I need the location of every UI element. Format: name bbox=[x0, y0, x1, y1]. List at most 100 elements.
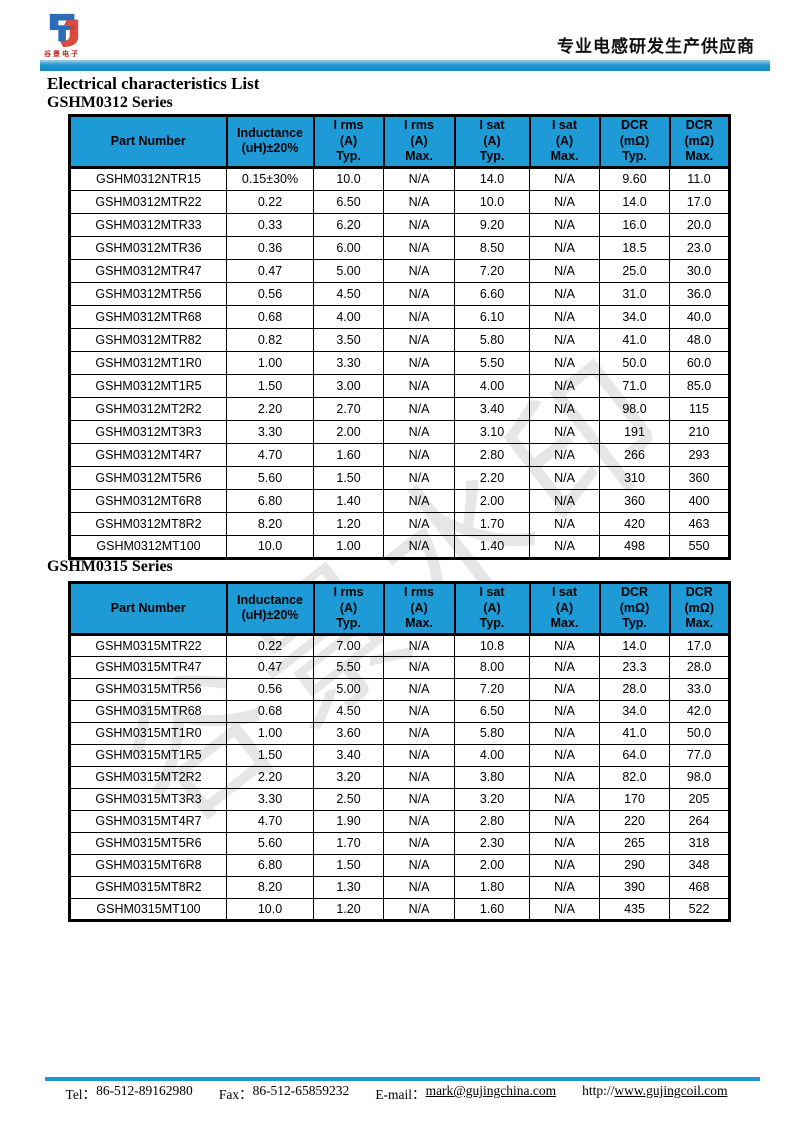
tel-number: 86-512-89162980 bbox=[96, 1083, 193, 1098]
value-cell: N/A bbox=[383, 258, 455, 283]
value-cell: 5.00 bbox=[313, 677, 384, 701]
value-cell: 60.0 bbox=[669, 350, 730, 375]
value-cell: 205 bbox=[669, 787, 730, 811]
table-row: GSHM0312MTR82 0.82 3.50 N/A 5.80 N/A 41.0 48.0 bbox=[69, 327, 730, 352]
value-cell: 3.30 bbox=[313, 350, 384, 375]
value-cell: 7.00 bbox=[313, 633, 384, 657]
value-cell: 50.0 bbox=[599, 350, 670, 375]
value-cell: N/A bbox=[383, 699, 455, 723]
value-cell: 0.56 bbox=[226, 677, 314, 701]
page-title: Electrical characteristics List bbox=[47, 74, 260, 93]
part-number-cell: GSHM0312MT4R7 bbox=[69, 442, 227, 467]
table-row: GSHM0312MTR22 0.22 6.50 N/A 10.0 N/A 14.0 17.0 bbox=[69, 189, 730, 214]
value-cell: N/A bbox=[529, 189, 600, 214]
gshm0315-table: Part Number Inductance (uH)±20% I rms (A) … bbox=[68, 581, 731, 922]
table-row: GSHM0312MT6R8 6.80 1.40 N/A 2.00 N/A 360 400 bbox=[69, 488, 730, 513]
value-cell: 6.20 bbox=[313, 212, 384, 237]
value-cell: N/A bbox=[383, 465, 455, 490]
value-cell: 400 bbox=[669, 488, 730, 513]
value-cell: N/A bbox=[383, 373, 455, 398]
column-header: I rms (A) Max. bbox=[382, 581, 456, 636]
value-cell: 1.70 bbox=[454, 511, 530, 536]
table-row: GSHM0312MT8R2 8.20 1.20 N/A 1.70 N/A 420 463 bbox=[69, 511, 730, 536]
value-cell: 1.00 bbox=[226, 350, 314, 375]
value-cell: 0.33 bbox=[226, 212, 314, 237]
value-cell: 3.00 bbox=[313, 373, 384, 398]
value-cell: 9.20 bbox=[454, 212, 530, 237]
value-cell: 85.0 bbox=[669, 373, 730, 398]
value-cell: 2.50 bbox=[313, 787, 384, 811]
value-cell: N/A bbox=[529, 633, 600, 657]
email-link[interactable]: mark@gujingchina.com bbox=[425, 1083, 557, 1098]
part-number-cell: GSHM0315MT3R3 bbox=[69, 787, 227, 811]
value-cell: 2.20 bbox=[226, 765, 314, 789]
value-cell: 2.70 bbox=[313, 396, 384, 421]
part-number-cell: GSHM0312MT1R5 bbox=[69, 373, 227, 398]
value-cell: 1.30 bbox=[313, 875, 384, 899]
value-cell: 1.50 bbox=[226, 743, 314, 767]
value-cell: 16.0 bbox=[599, 212, 670, 237]
value-cell: N/A bbox=[529, 655, 600, 679]
table-row: GSHM0315MT4R7 4.70 1.90 N/A 2.80 N/A 220 264 bbox=[69, 809, 730, 833]
value-cell: 23.0 bbox=[669, 235, 730, 260]
value-cell: N/A bbox=[529, 396, 600, 421]
value-cell: N/A bbox=[383, 831, 455, 855]
value-cell: 420 bbox=[599, 511, 670, 536]
footer-contact-row: Tel： 86-512-89162980 Fax： 86-512-65859232 … bbox=[0, 1083, 793, 1103]
value-cell: 5.50 bbox=[454, 350, 530, 375]
part-number-cell: GSHM0312MT100 bbox=[69, 534, 227, 559]
value-cell: N/A bbox=[529, 787, 600, 811]
value-cell: 468 bbox=[669, 875, 730, 899]
column-header: I rms (A) Max. bbox=[382, 114, 456, 169]
column-header: Inductance (uH)±20% bbox=[225, 114, 315, 169]
value-cell: 0.82 bbox=[226, 327, 314, 352]
value-cell: 0.47 bbox=[226, 258, 314, 283]
value-cell: 17.0 bbox=[669, 189, 730, 214]
value-cell: 1.60 bbox=[313, 442, 384, 467]
company-logo-icon bbox=[49, 13, 79, 48]
value-cell: 3.10 bbox=[454, 419, 530, 444]
value-cell: 11.0 bbox=[669, 166, 730, 191]
value-cell: 3.40 bbox=[454, 396, 530, 421]
table-row: GSHM0315MT5R6 5.60 1.70 N/A 2.30 N/A 265 318 bbox=[69, 831, 730, 855]
column-header: DCR (mΩ) Typ. bbox=[598, 581, 671, 636]
value-cell: 1.40 bbox=[313, 488, 384, 513]
value-cell: 25.0 bbox=[599, 258, 670, 283]
value-cell: 10.8 bbox=[454, 633, 530, 657]
table-row: GSHM0312MT5R6 5.60 1.50 N/A 2.20 N/A 310 360 bbox=[69, 465, 730, 490]
part-number-cell: GSHM0312MTR33 bbox=[69, 212, 227, 237]
value-cell: 2.00 bbox=[454, 488, 530, 513]
part-number-cell: GSHM0312MT6R8 bbox=[69, 488, 227, 513]
value-cell: 1.00 bbox=[313, 534, 384, 559]
value-cell: N/A bbox=[383, 809, 455, 833]
company-tagline: 专业电感研发生产供应商 bbox=[557, 37, 755, 56]
value-cell: N/A bbox=[529, 511, 600, 536]
value-cell: 0.68 bbox=[226, 304, 314, 329]
value-cell: 435 bbox=[599, 897, 670, 921]
value-cell: N/A bbox=[383, 743, 455, 767]
value-cell: 318 bbox=[669, 831, 730, 855]
value-cell: N/A bbox=[529, 488, 600, 513]
value-cell: 5.80 bbox=[454, 721, 530, 745]
table-row: GSHM0315MTR56 0.56 5.00 N/A 7.20 N/A 28.0 33.0 bbox=[69, 677, 730, 701]
value-cell: 33.0 bbox=[669, 677, 730, 701]
value-cell: 0.22 bbox=[226, 633, 314, 657]
value-cell: N/A bbox=[529, 831, 600, 855]
value-cell: 6.50 bbox=[454, 699, 530, 723]
value-cell: 2.20 bbox=[226, 396, 314, 421]
value-cell: 8.20 bbox=[226, 511, 314, 536]
value-cell: 28.0 bbox=[599, 677, 670, 701]
table-header-row: Part Number Inductance (uH)±20% I rms (A) … bbox=[68, 114, 731, 169]
value-cell: 191 bbox=[599, 419, 670, 444]
value-cell: N/A bbox=[529, 235, 600, 260]
value-cell: 40.0 bbox=[669, 304, 730, 329]
website-link[interactable]: www.gujingcoil.com bbox=[614, 1083, 728, 1098]
value-cell: 1.90 bbox=[313, 809, 384, 833]
table-row: GSHM0312MTR68 0.68 4.00 N/A 6.10 N/A 34.0 40.0 bbox=[69, 304, 730, 329]
value-cell: 550 bbox=[669, 534, 730, 559]
value-cell: N/A bbox=[529, 350, 600, 375]
value-cell: 20.0 bbox=[669, 212, 730, 237]
value-cell: N/A bbox=[529, 327, 600, 352]
value-cell: 41.0 bbox=[599, 327, 670, 352]
value-cell: 28.0 bbox=[669, 655, 730, 679]
